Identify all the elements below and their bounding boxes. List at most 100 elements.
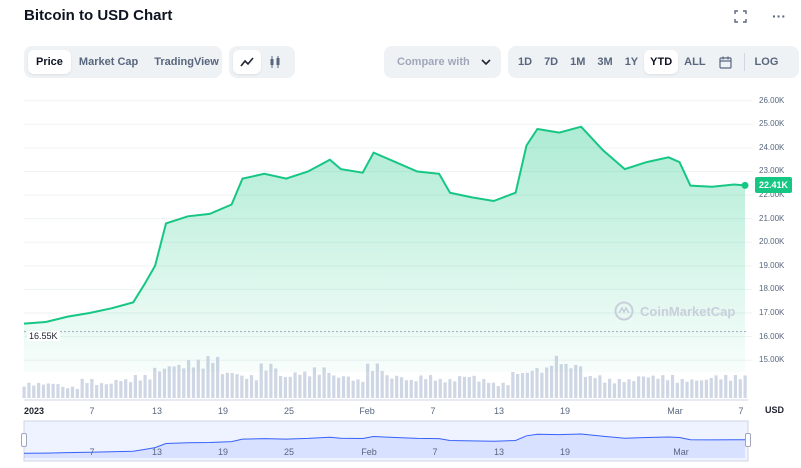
tab-tradingview[interactable]: TradingView xyxy=(154,56,219,68)
volume-bar xyxy=(617,378,621,398)
range-1m[interactable]: 1M xyxy=(570,56,586,68)
volume-bar xyxy=(728,380,733,398)
volume-bar xyxy=(41,384,46,398)
volume-bar xyxy=(545,367,549,398)
volume-bar xyxy=(109,383,113,398)
volume-bar xyxy=(254,380,258,398)
volume-bar xyxy=(196,359,200,398)
volume-bar xyxy=(651,375,655,398)
compare-dropdown[interactable]: Compare with xyxy=(384,46,501,78)
volume-bar xyxy=(704,379,708,398)
volume-bar xyxy=(264,370,268,398)
volume-bar xyxy=(293,372,297,398)
x-tick-label: 13 xyxy=(493,406,505,416)
chevron-down-icon xyxy=(481,56,491,68)
volume-bar xyxy=(404,380,408,398)
volume-bar xyxy=(462,376,467,398)
navigator-area xyxy=(24,434,745,458)
volume-bar xyxy=(395,375,399,398)
volume-bar xyxy=(608,378,612,398)
range-ytd[interactable]: YTD xyxy=(644,50,679,74)
low-price-label: 16.55K xyxy=(27,331,60,341)
volume-bar xyxy=(351,380,355,398)
navigator-tick-label: 7 xyxy=(432,447,438,457)
volume-bar xyxy=(496,386,500,398)
volume-bar xyxy=(269,363,273,398)
tab-market-cap[interactable]: Market Cap xyxy=(78,56,139,68)
volume-bar xyxy=(51,383,55,398)
navigator-tick-label: 7 xyxy=(89,447,95,457)
volume-bar xyxy=(341,376,346,398)
more-icon[interactable]: ··· xyxy=(772,8,786,24)
volume-bar xyxy=(603,382,607,398)
volume-bar xyxy=(724,375,728,398)
tab-price[interactable]: Price xyxy=(28,50,71,74)
y-tick-label: 19.00K xyxy=(759,260,785,270)
calendar-icon[interactable] xyxy=(712,50,740,74)
volume-bar xyxy=(390,378,394,398)
volume-bar xyxy=(298,374,302,398)
price-area xyxy=(24,126,745,372)
volume-bar xyxy=(680,379,684,398)
current-price-badge: 22.41K xyxy=(755,177,793,193)
volume-bar xyxy=(240,375,244,398)
x-tick-label: 7 xyxy=(430,406,436,416)
fullscreen-icon[interactable] xyxy=(734,10,747,26)
volume-bar xyxy=(37,382,41,398)
line-chart-icon[interactable] xyxy=(233,50,261,74)
watermark-text: CoinMarketCap xyxy=(640,303,736,319)
volume-bar xyxy=(80,378,84,398)
range-all[interactable]: ALL xyxy=(684,56,706,68)
volume-bar xyxy=(453,381,457,398)
x-tick-label: 2023 xyxy=(24,406,45,416)
volume-bar xyxy=(114,379,118,398)
range-1y[interactable]: 1Y xyxy=(624,56,639,68)
volume-bar xyxy=(90,378,94,398)
volume-bar xyxy=(216,356,220,398)
volume-bar xyxy=(530,370,534,398)
volume-bar xyxy=(274,368,278,398)
volume-bar xyxy=(549,365,554,398)
volume-bars xyxy=(22,355,747,398)
navigator-handle-right[interactable] xyxy=(745,433,751,447)
range-1d[interactable]: 1D xyxy=(518,56,533,68)
volume-bar xyxy=(61,386,65,398)
range-3m[interactable]: 3M xyxy=(597,56,613,68)
volume-bar xyxy=(399,377,404,398)
volume-bar xyxy=(583,376,588,398)
compare-placeholder: Compare with xyxy=(397,56,470,68)
volume-bar xyxy=(535,368,539,398)
volume-bar xyxy=(22,386,26,398)
volume-bar xyxy=(598,375,602,398)
volume-bar xyxy=(99,383,104,398)
volume-bar xyxy=(143,375,147,398)
volume-bar xyxy=(322,367,326,398)
y-tick-label: 22.00K xyxy=(759,190,785,200)
volume-bar xyxy=(177,364,181,398)
volume-bar xyxy=(578,366,583,398)
volume-bar xyxy=(685,381,689,398)
volume-bar xyxy=(356,379,360,398)
volume-bar xyxy=(588,375,592,398)
candlestick-icon[interactable] xyxy=(261,50,289,74)
x-tick-label: Mar xyxy=(667,406,683,416)
volume-bar xyxy=(699,380,704,398)
log-toggle[interactable]: LOG xyxy=(754,56,779,68)
volume-bar xyxy=(661,375,665,398)
volume-bar xyxy=(743,375,747,398)
x-tick-label: 7 xyxy=(89,406,95,416)
volume-bar xyxy=(414,381,418,398)
volume-bar xyxy=(670,375,675,398)
volume-bar xyxy=(346,376,350,398)
navigator-handle-left[interactable] xyxy=(21,433,27,447)
volume-bar xyxy=(501,382,505,398)
y-tick-label: 15.00K xyxy=(759,355,785,365)
volume-bar xyxy=(448,379,452,398)
volume-bar xyxy=(709,377,713,398)
volume-bar xyxy=(220,374,225,398)
price-line xyxy=(23,125,746,325)
volume-bar xyxy=(380,370,384,398)
volume-bar xyxy=(85,383,89,398)
range-7d[interactable]: 7D xyxy=(544,56,559,68)
